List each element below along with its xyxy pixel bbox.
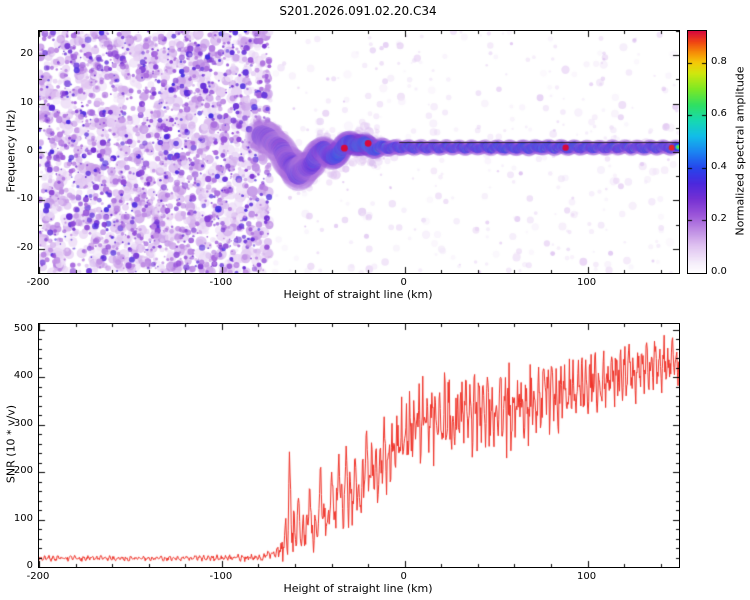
snr-panel xyxy=(38,323,680,568)
x-tick-label-top: -100 xyxy=(209,277,233,288)
y-tick-label-top: 10 xyxy=(20,96,33,108)
y-tick-label-bottom: 200 xyxy=(13,465,33,477)
colorbar-tick-label: 0.2 xyxy=(711,213,727,225)
x-axis-label-top: Height of straight line (km) xyxy=(283,288,433,301)
y-tick-label-top: 20 xyxy=(20,48,33,60)
colorbar-tick-label: 0.4 xyxy=(711,160,727,172)
snr-canvas xyxy=(39,324,679,567)
x-tick-label-bottom: 0 xyxy=(400,571,407,582)
y-tick-label-bottom: 500 xyxy=(13,322,33,334)
x-tick-label-top: 100 xyxy=(577,277,597,288)
x-axis-label-bottom: Height of straight line (km) xyxy=(283,582,433,595)
figure-title: S201.2026.091.02.20.C34 xyxy=(279,4,437,18)
x-tick-label-top: 0 xyxy=(400,277,407,288)
spectrogram-panel xyxy=(38,30,680,274)
y-tick-label-top: -10 xyxy=(16,193,33,205)
colorbar-label: Normalized spectral amplitude xyxy=(733,66,747,236)
x-tick-label-bottom: -200 xyxy=(26,571,50,582)
colorbar xyxy=(687,30,707,274)
spectrogram-canvas xyxy=(39,31,679,273)
colorbar-tick-label: 0.8 xyxy=(711,55,727,67)
x-tick-label-bottom: -100 xyxy=(209,571,233,582)
x-tick-label-bottom: 100 xyxy=(577,571,597,582)
y-tick-label-bottom: 300 xyxy=(13,417,33,429)
y-tick-label-bottom: 0 xyxy=(26,560,33,571)
y-tick-label-bottom: 100 xyxy=(13,512,33,524)
colorbar-tick-label: 0.0 xyxy=(711,266,727,277)
y-tick-label-top: -20 xyxy=(16,241,33,253)
y-tick-label-bottom: 400 xyxy=(13,370,33,382)
x-tick-label-top: -200 xyxy=(26,277,50,288)
y-tick-label-top: 0 xyxy=(26,145,33,156)
colorbar-canvas xyxy=(688,31,706,273)
colorbar-tick-label: 0.6 xyxy=(711,108,727,120)
